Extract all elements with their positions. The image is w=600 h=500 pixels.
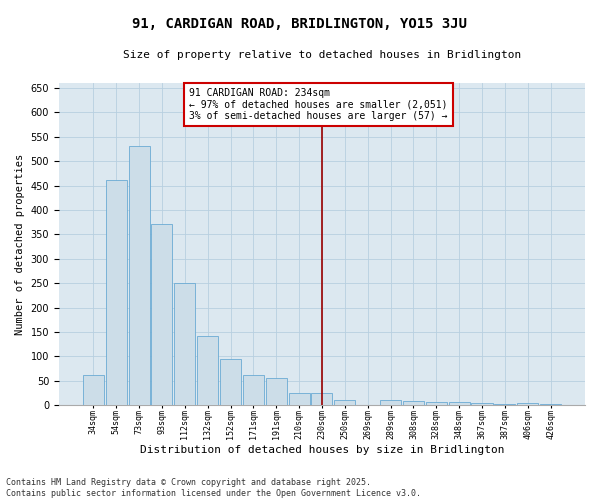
Bar	[289, 392, 310, 406]
Bar	[517, 403, 538, 406]
Bar	[197, 336, 218, 406]
Bar	[334, 400, 355, 406]
X-axis label: Distribution of detached houses by size in Bridlington: Distribution of detached houses by size …	[140, 445, 504, 455]
Bar	[403, 402, 424, 406]
Bar	[472, 404, 493, 406]
Title: Size of property relative to detached houses in Bridlington: Size of property relative to detached ho…	[123, 50, 521, 60]
Bar	[243, 374, 264, 406]
Text: 91 CARDIGAN ROAD: 234sqm
← 97% of detached houses are smaller (2,051)
3% of semi: 91 CARDIGAN ROAD: 234sqm ← 97% of detach…	[190, 88, 448, 121]
Bar	[426, 402, 447, 406]
Bar	[266, 378, 287, 406]
Text: 91, CARDIGAN ROAD, BRIDLINGTON, YO15 3JU: 91, CARDIGAN ROAD, BRIDLINGTON, YO15 3JU	[133, 18, 467, 32]
Bar	[380, 400, 401, 406]
Bar	[174, 283, 195, 406]
Bar	[83, 375, 104, 406]
Bar	[311, 392, 332, 406]
Y-axis label: Number of detached properties: Number of detached properties	[15, 154, 25, 335]
Text: Contains HM Land Registry data © Crown copyright and database right 2025.
Contai: Contains HM Land Registry data © Crown c…	[6, 478, 421, 498]
Bar	[106, 180, 127, 406]
Bar	[449, 402, 470, 406]
Bar	[540, 404, 561, 406]
Bar	[220, 359, 241, 406]
Bar	[494, 404, 515, 406]
Bar	[128, 146, 149, 406]
Bar	[151, 224, 172, 406]
